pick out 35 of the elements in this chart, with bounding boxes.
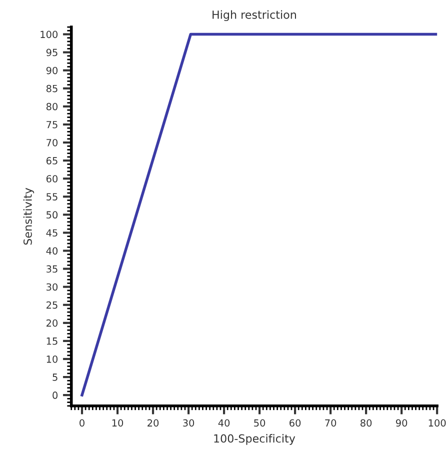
y-tick-label: 100 xyxy=(40,30,58,38)
x-tick-label: 90 xyxy=(396,419,408,427)
y-tick-label: 85 xyxy=(46,84,58,92)
y-tick-label: 70 xyxy=(46,138,58,146)
y-tick-label: 35 xyxy=(46,265,58,273)
x-tick-label: 0 xyxy=(80,419,84,427)
y-tick-label: 15 xyxy=(46,338,58,345)
x-tick-label: 60 xyxy=(290,419,301,427)
x-tick-label: 100 xyxy=(428,419,446,427)
y-tick-label: 45 xyxy=(46,229,58,237)
y-tick-label: 5 xyxy=(52,374,58,381)
y-tick-label: 30 xyxy=(46,283,58,291)
y-tick-label: 0 xyxy=(52,392,58,399)
chart-title: High restriction xyxy=(212,10,296,22)
y-tick-label: 10 xyxy=(46,355,58,363)
y-tick-label: 40 xyxy=(46,247,58,255)
x-tick-label: 10 xyxy=(112,419,124,427)
x-axis-title: 100-Specificity xyxy=(214,434,296,445)
y-tick-label: 65 xyxy=(46,157,58,164)
x-tick-label: 40 xyxy=(218,419,230,427)
x-tick-label: 50 xyxy=(254,419,266,427)
x-tick-label: 80 xyxy=(360,419,372,427)
y-tick-label: 25 xyxy=(46,301,58,309)
x-tick-label: 20 xyxy=(148,419,159,427)
y-tick-label: 50 xyxy=(46,211,58,219)
y-tick-label: 95 xyxy=(46,48,58,56)
y-tick-label: 75 xyxy=(46,121,58,128)
x-tick-label: 30 xyxy=(183,419,194,427)
y-tick-label: 20 xyxy=(46,319,58,327)
y-tick-label: 80 xyxy=(46,102,58,110)
y-tick-label: 90 xyxy=(46,66,58,74)
y-tick-label: 60 xyxy=(46,175,58,182)
x-tick-label: 70 xyxy=(325,419,336,427)
y-tick-label: 55 xyxy=(46,193,58,200)
y-axis-title: Sensitivity xyxy=(23,188,34,245)
